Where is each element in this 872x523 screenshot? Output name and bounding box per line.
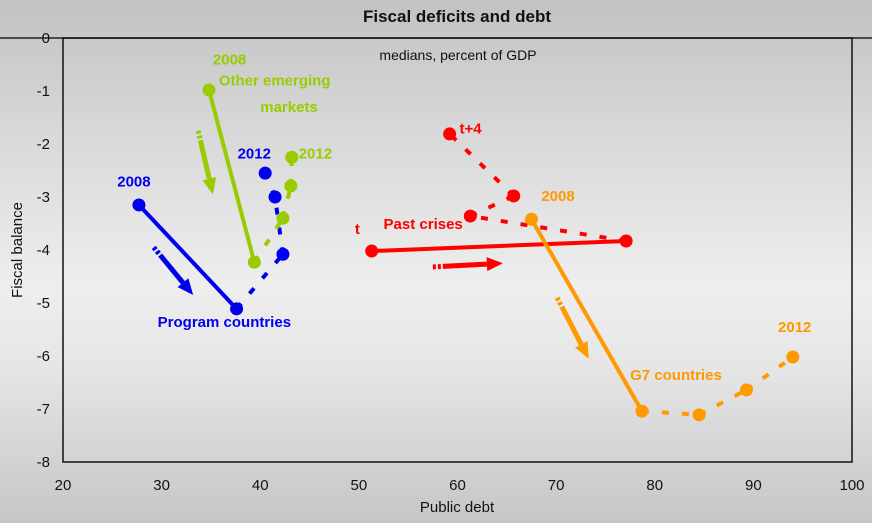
arrow-shaft bbox=[432, 261, 488, 270]
x-tick-label: 40 bbox=[252, 477, 269, 494]
data-point bbox=[692, 408, 706, 422]
arrow-shaft bbox=[151, 245, 185, 285]
series-past-crises bbox=[365, 127, 633, 272]
series-annotation: 2008 bbox=[117, 173, 150, 190]
arrow-shaft bbox=[195, 130, 212, 180]
series-line-dashed bbox=[252, 217, 285, 264]
y-tick-label: -4 bbox=[37, 242, 50, 259]
y-tick-label: -1 bbox=[37, 83, 50, 100]
annotation-layer: 2008 2012 Program countries 2008 Other emerg… bbox=[117, 52, 811, 384]
series-annotation: Program countries bbox=[158, 314, 291, 331]
x-tick-label: 100 bbox=[839, 477, 864, 494]
arrow-head bbox=[202, 177, 217, 195]
chart-title: Fiscal deficits and debt bbox=[363, 7, 551, 26]
data-point bbox=[619, 234, 633, 248]
series-line-solid bbox=[137, 203, 239, 311]
arrow-shaft bbox=[554, 296, 584, 346]
y-tick-label: 0 bbox=[42, 30, 50, 47]
y-tick-label: -3 bbox=[37, 189, 50, 206]
y-tick-label: -8 bbox=[37, 454, 50, 471]
series-annotation: 2012 bbox=[778, 319, 811, 336]
x-tick-label: 60 bbox=[449, 477, 466, 494]
data-point bbox=[268, 190, 282, 204]
data-point bbox=[284, 179, 298, 193]
series-layer bbox=[132, 83, 800, 422]
data-point bbox=[635, 404, 649, 418]
series-other-emerging-markets bbox=[195, 83, 299, 269]
series-annotation: G7 countries bbox=[630, 367, 722, 384]
series-line-dashed bbox=[698, 388, 748, 417]
series-annotation: t+4 bbox=[459, 120, 482, 137]
y-axis: 0 -1 -2 -3 -4 -5 -6 -7 -8 bbox=[37, 30, 50, 471]
data-point bbox=[786, 350, 800, 364]
direction-arrow-icon bbox=[554, 296, 589, 359]
data-point bbox=[443, 127, 457, 141]
data-point bbox=[132, 198, 146, 212]
y-tick-label: -6 bbox=[37, 348, 50, 365]
series-line-dashed bbox=[745, 355, 794, 392]
data-point bbox=[739, 383, 753, 397]
series-line-dashed bbox=[448, 132, 516, 198]
data-point bbox=[463, 209, 477, 223]
data-point bbox=[365, 244, 379, 258]
series-line-solid bbox=[207, 89, 257, 263]
series-line-dashed bbox=[470, 214, 627, 243]
series-annotation: 2012 bbox=[299, 145, 332, 162]
series-annotation: t bbox=[355, 221, 360, 238]
x-axis-title: Public debt bbox=[420, 499, 495, 516]
plot-area bbox=[62, 37, 853, 463]
x-tick-label: 90 bbox=[745, 477, 762, 494]
arrow-head bbox=[177, 278, 194, 296]
series-annotation: 2008 bbox=[541, 188, 574, 205]
y-tick-label: -5 bbox=[37, 295, 50, 312]
x-tick-label: 70 bbox=[548, 477, 565, 494]
y-tick-label: -2 bbox=[37, 136, 50, 153]
series-annotation: Past crises bbox=[384, 216, 463, 233]
series-g7-countries bbox=[524, 212, 800, 422]
x-axis: 20 30 40 50 60 70 80 90 100 bbox=[55, 477, 865, 494]
data-point bbox=[507, 189, 521, 203]
x-tick-label: 30 bbox=[153, 477, 170, 494]
data-point bbox=[524, 212, 538, 226]
y-tick-label: -7 bbox=[37, 401, 50, 418]
chart-subtitle: medians, percent of GDP bbox=[379, 47, 536, 63]
data-point bbox=[230, 302, 244, 316]
data-point bbox=[202, 83, 216, 97]
data-point bbox=[276, 247, 290, 261]
data-point bbox=[258, 166, 272, 180]
direction-arrow-icon bbox=[195, 130, 217, 195]
series-line-dashed bbox=[469, 194, 515, 218]
series-program-countries bbox=[132, 166, 290, 316]
series-annotation: Other emerging bbox=[219, 73, 331, 90]
direction-arrow-icon bbox=[151, 245, 194, 296]
data-point bbox=[285, 150, 299, 164]
arrow-head bbox=[486, 257, 503, 272]
data-point bbox=[276, 211, 290, 225]
direction-arrow-icon bbox=[432, 257, 503, 272]
y-axis-title: Fiscal balance bbox=[9, 202, 26, 298]
series-line-solid bbox=[529, 218, 644, 413]
x-tick-label: 50 bbox=[351, 477, 368, 494]
series-line-solid bbox=[371, 238, 627, 254]
x-tick-label: 80 bbox=[646, 477, 663, 494]
data-point bbox=[247, 255, 261, 269]
series-annotation: 2012 bbox=[238, 145, 271, 162]
series-annotation: markets bbox=[260, 99, 318, 116]
x-tick-label: 20 bbox=[55, 477, 72, 494]
series-annotation: 2008 bbox=[213, 52, 246, 69]
series-line-dashed bbox=[641, 409, 700, 417]
arrow-head bbox=[575, 341, 589, 359]
